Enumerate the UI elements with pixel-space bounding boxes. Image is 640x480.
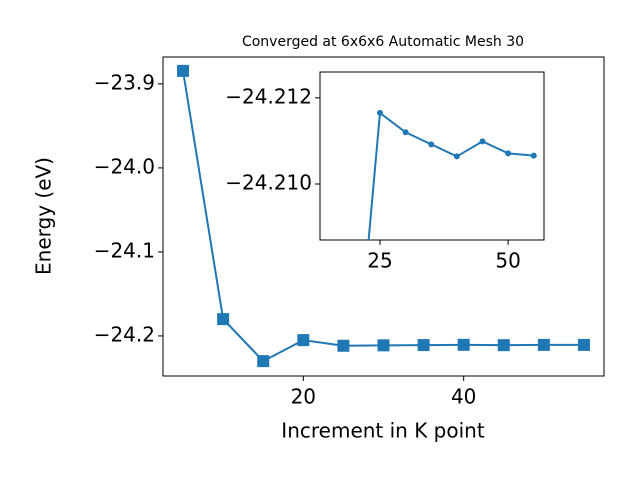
marker [377, 339, 390, 352]
x-tick-label: 40 [451, 385, 476, 409]
marker [537, 338, 550, 351]
x-tick-label: 20 [291, 385, 316, 409]
data-line [367, 111, 534, 240]
marker [257, 355, 270, 368]
y-tick-label: −24.1 [94, 238, 155, 262]
marker [177, 64, 190, 77]
plot-frame [162, 56, 605, 377]
chart-title: Converged at 6x6x6 Automatic Mesh 30 [242, 34, 524, 50]
marker [297, 334, 310, 347]
marker [457, 338, 470, 351]
y-axis-label: Energy (eV) [32, 157, 56, 275]
marker [376, 109, 383, 116]
x-tick-label: 50 [495, 249, 520, 273]
marker [428, 141, 435, 148]
y-tick-label: −24.212 [225, 84, 312, 108]
marker [402, 129, 409, 136]
marker [479, 138, 486, 145]
marker [337, 339, 350, 352]
marker [505, 150, 512, 157]
marker [497, 339, 510, 352]
y-tick-label: −24.0 [94, 154, 155, 178]
marker [577, 338, 590, 351]
marker [417, 339, 430, 352]
marker [453, 153, 460, 160]
marker [351, 396, 357, 402]
y-tick-label: −23.9 [94, 70, 155, 94]
y-tick-label: −24.210 [225, 171, 312, 195]
marker [530, 152, 537, 159]
y-tick-label: −24.2 [94, 322, 155, 346]
x-axis-label: Increment in K point [281, 419, 485, 443]
marker [217, 313, 230, 326]
x-tick-label: 25 [367, 249, 392, 273]
plot-frame [319, 71, 545, 241]
